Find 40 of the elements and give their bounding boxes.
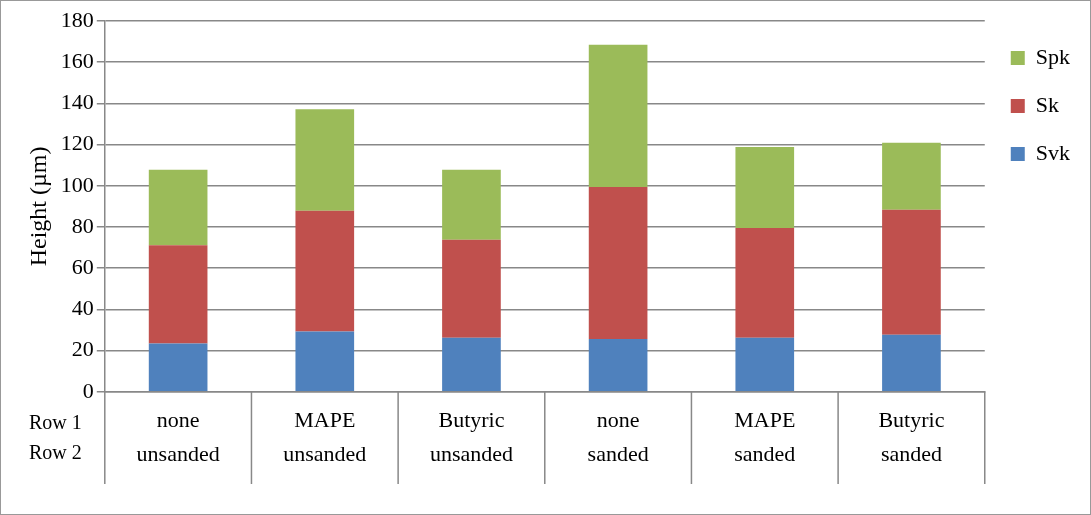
bar	[588, 187, 648, 340]
bar	[148, 169, 208, 246]
bar	[735, 228, 795, 338]
bar	[295, 109, 355, 211]
y-axis-title: Height (µm)	[24, 146, 51, 267]
y-tick-label: 120	[60, 130, 94, 156]
legend-label: Sk	[1035, 91, 1060, 117]
legend-label: Svk	[1035, 139, 1071, 165]
bar	[148, 245, 208, 344]
bar	[882, 334, 941, 392]
y-tick-label: 160	[60, 47, 94, 73]
legend-label: Spk	[1035, 43, 1071, 69]
y-tick-label: 180	[60, 6, 94, 32]
bar	[735, 337, 795, 392]
y-tick-label: 0	[82, 377, 94, 403]
y-tick-label: 60	[71, 253, 94, 279]
bar	[442, 239, 501, 338]
y-tick-label: 140	[60, 89, 94, 115]
bar	[442, 337, 501, 392]
bar	[882, 142, 941, 210]
x-tick-label: none sanded	[587, 406, 649, 466]
y-tick-label: 100	[60, 171, 94, 197]
bar	[295, 331, 355, 392]
bar	[442, 169, 501, 240]
bar	[148, 343, 208, 392]
y-tick-label: 20	[71, 336, 94, 362]
text: Row 2	[29, 441, 82, 464]
y-tick-label: 80	[71, 212, 94, 238]
x-tick-label: Butyric sanded	[878, 406, 945, 466]
x-tick-label: Butyric unsanded	[429, 406, 513, 466]
x-tick-label: MAPE sanded	[734, 406, 796, 466]
bar	[588, 339, 648, 392]
x-tick-label: MAPE unsanded	[283, 406, 367, 466]
bar	[295, 210, 355, 332]
y-tick-label: 40	[71, 295, 94, 321]
text: Row 1	[29, 411, 82, 434]
bar	[882, 209, 941, 335]
x-tick-label: none unsanded	[136, 406, 220, 466]
bar	[588, 44, 648, 188]
bar	[735, 147, 795, 229]
